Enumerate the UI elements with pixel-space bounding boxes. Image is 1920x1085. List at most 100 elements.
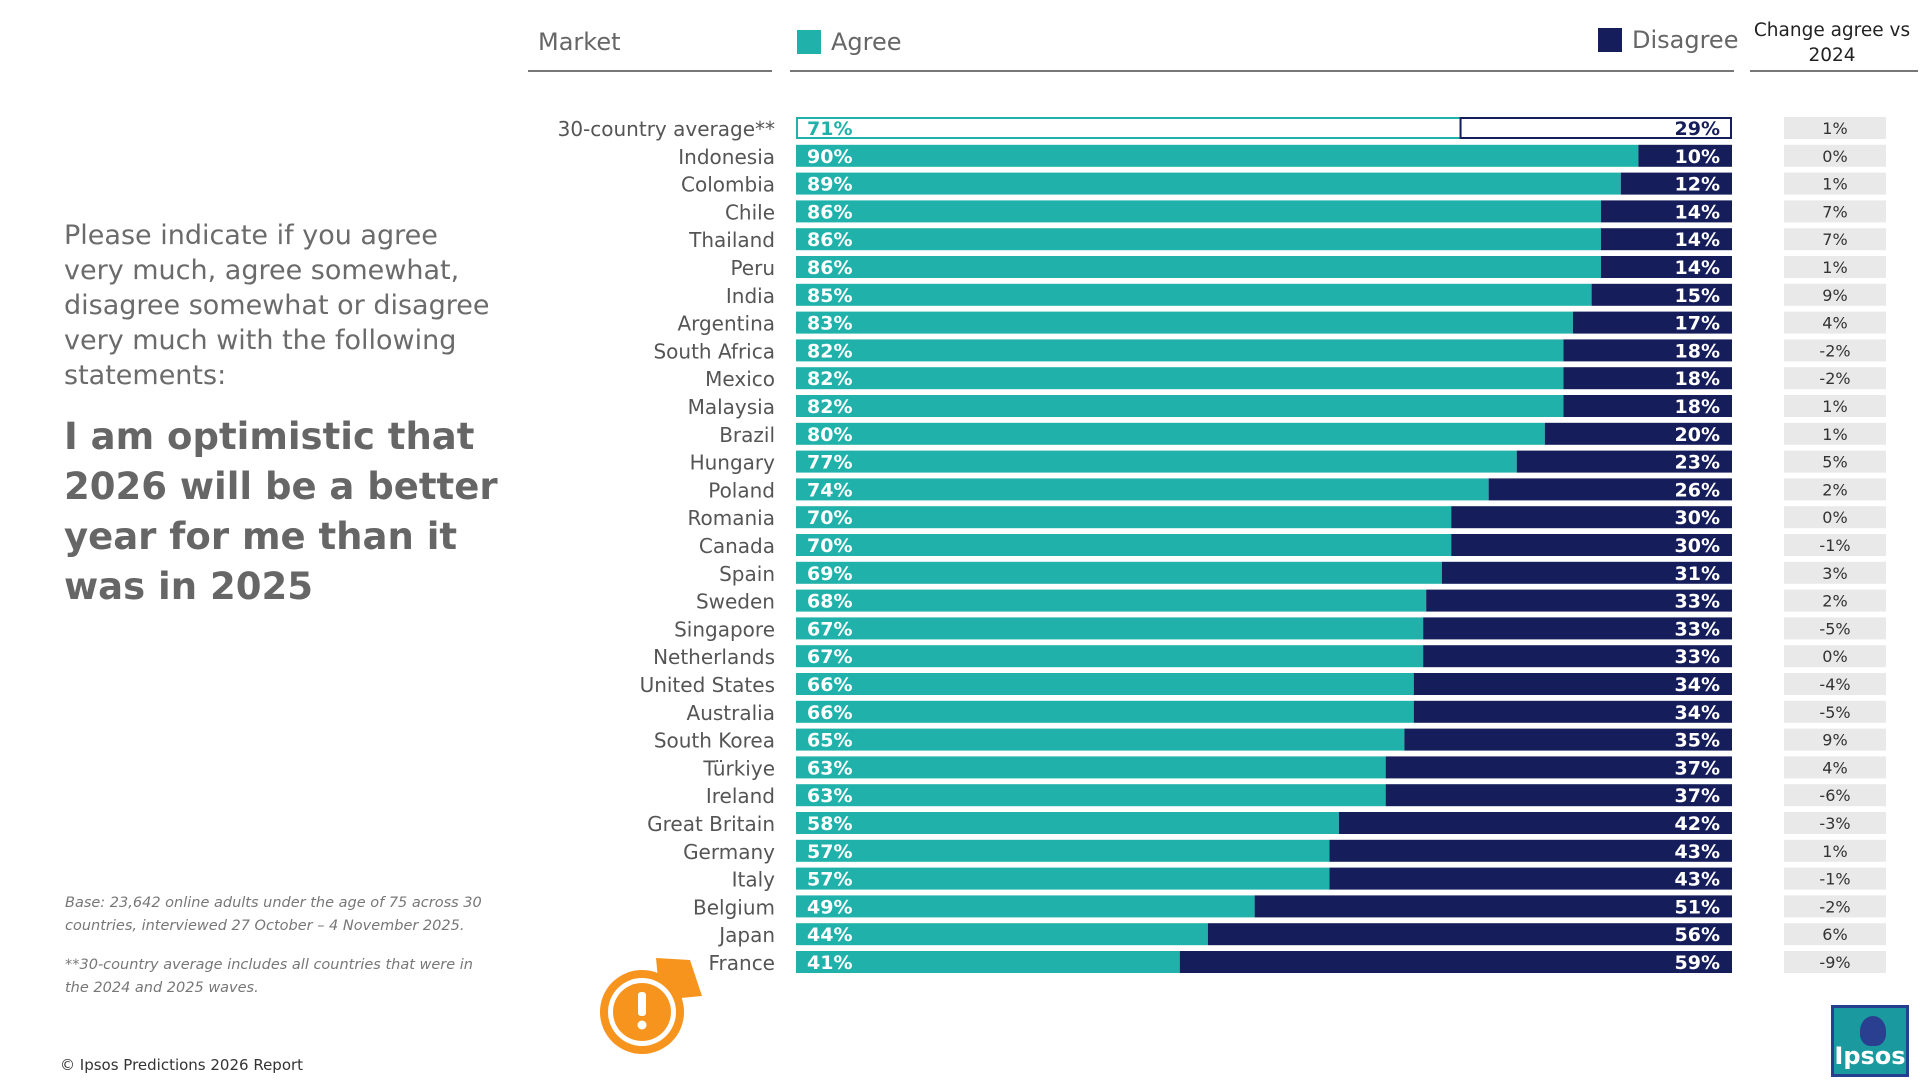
change-cell (1784, 700, 1886, 723)
disagree-bar (1572, 311, 1732, 334)
agree-bar (796, 311, 1573, 334)
disagree-bar (1600, 228, 1732, 251)
disagree-bar (1451, 534, 1732, 556)
disagree-value-label: 18% (1675, 396, 1720, 418)
disagree-value-label: 15% (1675, 285, 1720, 307)
agree-value-label: 70% (807, 535, 852, 557)
category-label: Ireland (706, 784, 775, 808)
disagree-bar (1426, 589, 1732, 612)
disagree-swatch (1598, 28, 1622, 52)
category-label: Poland (708, 478, 775, 502)
category-label: Canada (699, 534, 775, 558)
category-label: Romania (688, 506, 775, 530)
agree-bar (796, 506, 1452, 529)
agree-bar (796, 673, 1414, 695)
agree-bar (796, 645, 1424, 668)
disagree-bar (1620, 172, 1732, 195)
disagree-bar (1563, 395, 1732, 417)
market-header-rule (528, 70, 772, 72)
agree-bar (796, 812, 1339, 834)
agree-bar (796, 700, 1414, 723)
agree-value-label: 82% (807, 396, 852, 418)
agree-bar (796, 450, 1517, 473)
logo-mark-icon (1860, 1016, 1886, 1046)
change-cell (1784, 923, 1886, 946)
disagree-value-label: 29% (1675, 118, 1720, 140)
disagree-bar (1179, 951, 1732, 973)
disagree-bar (1600, 200, 1732, 223)
statement-text: I am optimistic that 2026 will be a bett… (64, 415, 498, 608)
agree-bar (796, 367, 1564, 390)
agree-bar (796, 617, 1424, 640)
disagree-bar (1638, 144, 1732, 167)
change-value: 1% (1822, 397, 1847, 416)
change-cell (1784, 117, 1886, 139)
change-cell (1784, 645, 1886, 668)
disagree-value-label: 51% (1675, 896, 1720, 918)
category-label: Argentina (677, 312, 775, 336)
change-cell (1784, 311, 1886, 334)
change-value: 9% (1822, 286, 1847, 305)
agree-bar (796, 200, 1601, 223)
disagree-bar (1423, 645, 1732, 668)
agree-value-label: 90% (807, 146, 852, 168)
category-label: 30-country average** (558, 117, 775, 141)
category-label: Belgium (693, 895, 775, 919)
agree-value-label: 57% (807, 841, 852, 863)
change-cell (1784, 784, 1886, 807)
disagree-value-label: 42% (1675, 813, 1720, 835)
disagree-bar (1385, 756, 1732, 779)
disagree-value-label: 34% (1675, 674, 1720, 696)
category-label: Spain (719, 562, 775, 586)
change-value: 4% (1822, 758, 1847, 777)
change-cell (1784, 450, 1886, 473)
disagree-bar (1329, 867, 1732, 890)
disagree-value-label: 37% (1675, 757, 1720, 779)
change-cell (1784, 673, 1886, 695)
agree-value-label: 83% (807, 313, 852, 335)
disagree-value-label: 59% (1675, 952, 1720, 974)
disagree-bar (1413, 700, 1732, 723)
logo-text: Ipsos (1834, 1042, 1906, 1070)
change-value: 1% (1822, 425, 1847, 444)
disagree-bar (1423, 617, 1732, 640)
agree-value-label: 69% (807, 563, 852, 585)
agree-bar (796, 589, 1427, 612)
change-value: -1% (1819, 870, 1850, 889)
change-cell (1784, 812, 1886, 834)
change-cell (1784, 395, 1886, 417)
change-cell (1784, 256, 1886, 278)
agree-value-label: 63% (807, 785, 852, 807)
agree-bar (796, 117, 1462, 139)
ipsos-logo: Ipsos (1831, 1005, 1909, 1077)
change-value: 1% (1822, 258, 1847, 277)
legend-agree: Agree (797, 28, 902, 56)
change-cell (1784, 895, 1886, 918)
change-header-rule (1750, 70, 1918, 72)
agree-bar (796, 395, 1564, 417)
change-value: 0% (1822, 647, 1847, 666)
change-value: 9% (1822, 731, 1847, 750)
agree-value-label: 85% (807, 285, 852, 307)
change-value: 1% (1822, 175, 1847, 194)
base-note: Base: 23,642 online adults under the age… (65, 895, 482, 934)
alert-pin-dot (637, 1020, 647, 1030)
change-value: 0% (1822, 147, 1847, 166)
disagree-value-label: 14% (1675, 257, 1720, 279)
change-cell (1784, 478, 1886, 501)
agree-bar (796, 923, 1208, 946)
change-cell (1784, 506, 1886, 529)
disagree-bar (1254, 895, 1732, 918)
change-cell (1784, 144, 1886, 167)
agree-bar (796, 283, 1592, 306)
change-cell (1784, 867, 1886, 890)
disagree-value-label: 33% (1675, 646, 1720, 668)
agree-value-label: 68% (807, 591, 852, 613)
change-value: 1% (1822, 842, 1847, 861)
change-value: -2% (1819, 341, 1850, 360)
disagree-value-label: 26% (1675, 479, 1720, 501)
change-cell (1784, 561, 1886, 584)
change-cell (1784, 534, 1886, 556)
change-cell (1784, 283, 1886, 306)
